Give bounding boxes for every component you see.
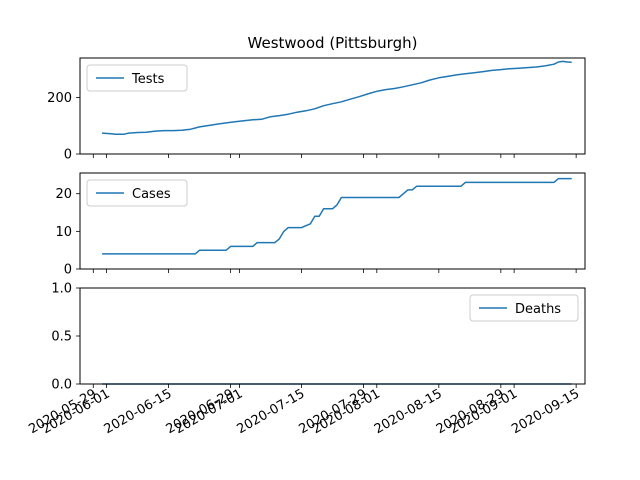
legend-box — [469, 294, 579, 322]
x-tick-label: 2020-07-15 — [235, 386, 308, 437]
y-tick-label: 0 — [64, 263, 72, 278]
y-tick-label: 0 — [64, 148, 72, 163]
legend-label: Cases — [132, 187, 171, 202]
panel-deaths: 0.0 0.5 1.0 Deaths — [51, 282, 586, 393]
panel-cases: 0 10 20 Cases — [55, 172, 586, 278]
axis-frame — [79, 57, 586, 155]
x-tick-label: 2020-09-15 — [509, 386, 582, 437]
x-tick-label: 2020-06-15 — [102, 386, 175, 437]
y-tick-label: 10 — [55, 225, 72, 240]
legend-box — [86, 179, 188, 207]
series-line-cases — [102, 177, 572, 255]
legend-tests: Tests — [86, 64, 188, 92]
axis-frame — [79, 172, 586, 270]
legend-cases: Cases — [86, 179, 188, 207]
y-tick-label: 200 — [47, 91, 72, 106]
shared-x-axis: 2020-05-292020-06-012020-06-152020-06-29… — [26, 386, 582, 437]
chart-title: Westwood (Pittsburgh) — [248, 34, 418, 52]
series-line-tests — [102, 60, 572, 135]
y-tick-label: 0.5 — [51, 330, 72, 345]
chart-panels: 0 200 Tests 0 10 20 Cases 0.0 0.5 1.0 Deaths — [47, 57, 586, 393]
legend-box — [86, 64, 188, 92]
x-tick-label: 2020-08-15 — [372, 386, 445, 437]
y-tick-label: 0.0 — [51, 378, 72, 393]
legend-label: Deaths — [515, 302, 561, 317]
y-tick-label: 20 — [55, 187, 72, 202]
y-tick-label: 1.0 — [51, 282, 72, 297]
legend-deaths: Deaths — [469, 294, 579, 322]
panel-tests: 0 200 Tests — [47, 57, 586, 163]
legend-label: Tests — [131, 72, 165, 87]
